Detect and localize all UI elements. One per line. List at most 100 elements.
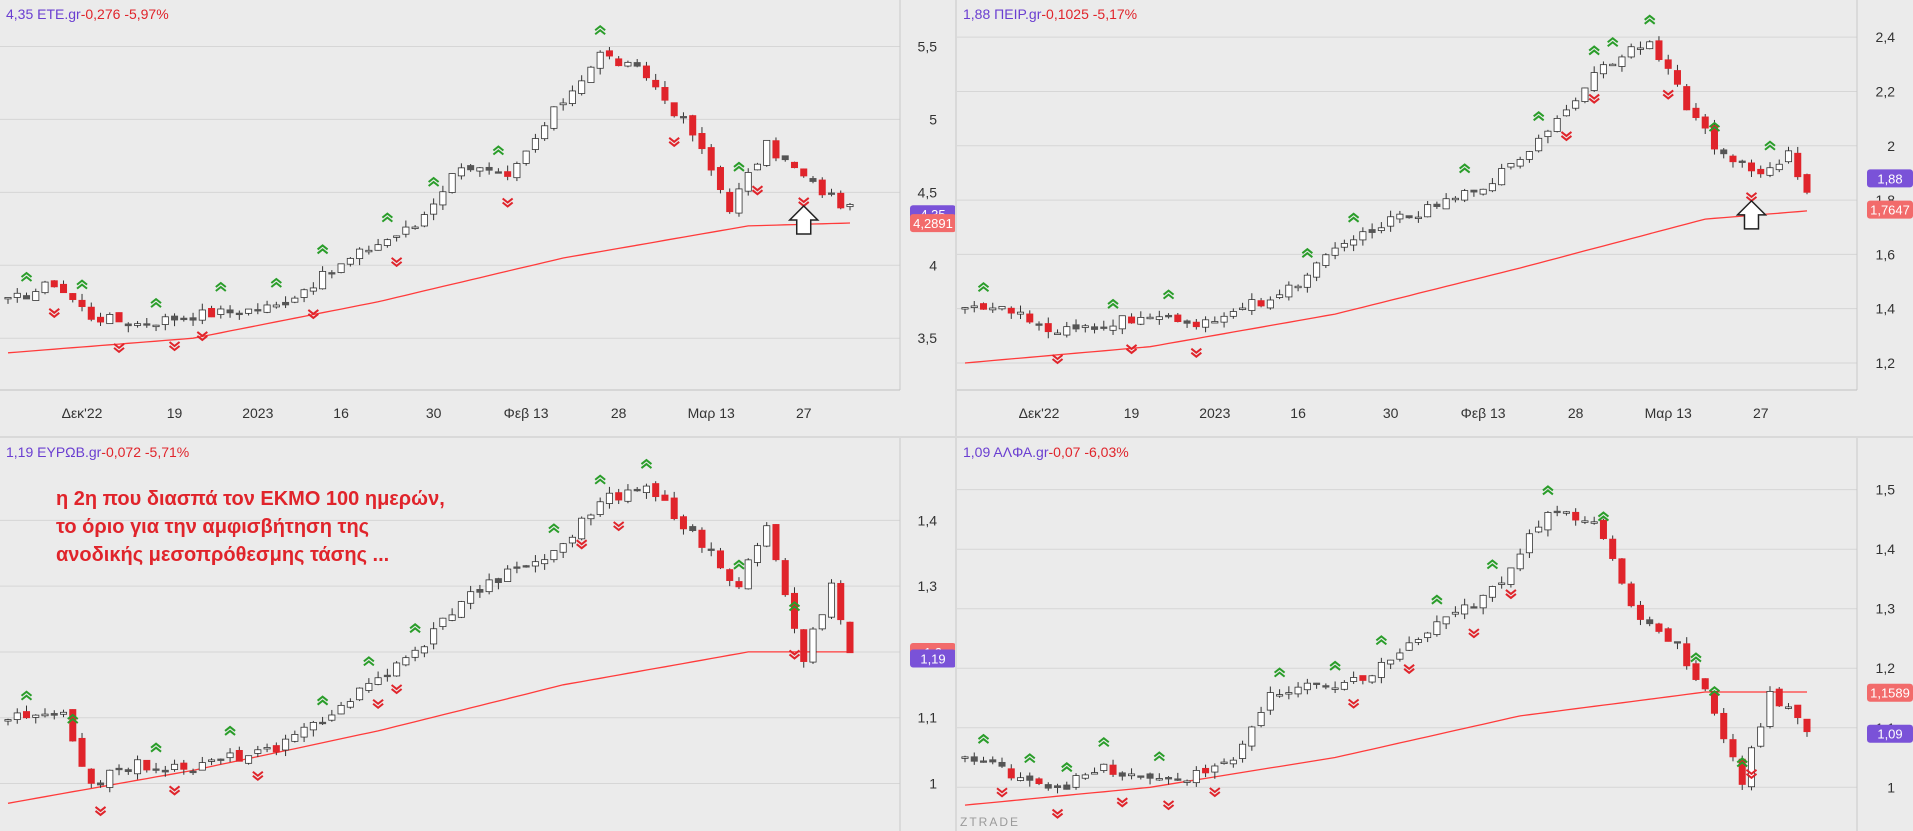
candle-body (319, 271, 327, 290)
trough-marker-icon (1403, 664, 1415, 675)
candle-body (652, 483, 660, 498)
candle-body (1350, 677, 1358, 682)
candle-body (180, 762, 188, 770)
peak-marker-icon (1347, 212, 1360, 223)
candle-body (134, 323, 142, 326)
candle-body (763, 139, 771, 166)
candle-body (846, 204, 854, 208)
candle-body (1572, 511, 1580, 521)
candle-body (1581, 520, 1589, 523)
peak-marker-icon (363, 656, 375, 667)
candle-body (1387, 216, 1395, 227)
chart-svg: 1,41,31,21,111,21,19 (0, 438, 955, 831)
candle-body (624, 489, 632, 502)
peak-marker-icon (150, 742, 162, 753)
candle-body (337, 263, 345, 273)
candle-body (1803, 174, 1811, 193)
candle-body (1544, 512, 1552, 531)
peak-marker-icon (1162, 289, 1175, 300)
peak-marker-icon (1024, 753, 1036, 764)
candle-body (550, 106, 558, 129)
candle-body (1414, 639, 1422, 643)
candle-body (263, 304, 271, 313)
candle-body (1313, 682, 1321, 685)
candle-body (1525, 151, 1533, 160)
peak-marker-icon (1301, 247, 1313, 258)
candle-body (87, 306, 95, 320)
candle-body (1747, 747, 1755, 788)
candle-body (670, 102, 678, 117)
candle-body (1054, 332, 1062, 335)
y-tick-label: 1,6 (1876, 246, 1896, 262)
candle-body (448, 614, 456, 621)
candle-body (106, 314, 114, 325)
candle-body (1433, 621, 1441, 635)
peak-marker-icon (224, 725, 236, 736)
candle-body (1202, 319, 1210, 328)
candle-body (365, 249, 373, 253)
candle-body (1720, 149, 1728, 155)
candle-body (1183, 780, 1191, 783)
badge-label: 1,1589 (1870, 686, 1910, 701)
peak-marker-icon (67, 713, 79, 724)
up-arrow-icon (1735, 199, 1768, 230)
candle-body (41, 281, 49, 294)
trough-marker-icon (1745, 769, 1758, 780)
candle-body (837, 583, 845, 621)
candle-body (1673, 70, 1681, 85)
candle-body (1118, 315, 1126, 330)
price-badge: 1,19 (910, 649, 955, 668)
x-tick-label: 27 (1753, 405, 1769, 421)
candle-body (1091, 772, 1099, 775)
candle-body (1266, 692, 1274, 711)
candle-body (1035, 323, 1043, 326)
chart-header: 1,19 ΕΥΡΩΒ.gr-0,072 -5,71% (6, 444, 189, 460)
candle-body (4, 719, 12, 722)
y-tick-label: 1 (1887, 779, 1895, 795)
candle-body (143, 759, 151, 771)
trough-marker-icon (48, 308, 60, 319)
x-tick-label: 28 (1568, 405, 1584, 421)
candle-body (1433, 203, 1441, 207)
candle-body (1109, 325, 1117, 331)
candle-body (1590, 72, 1598, 91)
candle-body (97, 782, 105, 786)
candle-body (790, 592, 798, 629)
candle-body (430, 203, 438, 215)
trough-marker-icon (390, 257, 403, 268)
peak-marker-icon (20, 690, 33, 701)
candle-body (1128, 316, 1136, 324)
peak-marker-icon (733, 559, 745, 570)
candle-body (346, 701, 354, 708)
moving-average-line (7, 651, 850, 804)
candle-body (1710, 124, 1718, 150)
watermark: ZTRADE (960, 815, 1020, 829)
candle-body (485, 166, 493, 171)
candle-body (4, 297, 12, 300)
candle-body (328, 714, 336, 721)
candle-body (615, 492, 623, 501)
moving-average-line (964, 691, 1807, 806)
candle-body (420, 646, 428, 654)
candle-body (448, 173, 456, 193)
candle-body (328, 272, 336, 275)
candle-body (1803, 718, 1811, 733)
candle-body (1350, 239, 1358, 246)
header-symbol: ΕΤΕ.gr (37, 6, 81, 22)
candle-body (1599, 519, 1607, 539)
x-tick-label: 30 (426, 405, 442, 421)
candle-body (337, 704, 345, 715)
candle-body (291, 734, 299, 742)
candle-body (411, 226, 419, 229)
candle-body (208, 759, 216, 762)
candle-body (115, 312, 123, 323)
candle-body (1775, 688, 1783, 707)
peak-marker-icon (1153, 751, 1165, 762)
candle-body (661, 87, 669, 101)
candle-body (1507, 163, 1515, 168)
price-badge: 1,88 (1867, 169, 1913, 188)
candle-body (1220, 761, 1228, 764)
candle-body (32, 291, 40, 301)
